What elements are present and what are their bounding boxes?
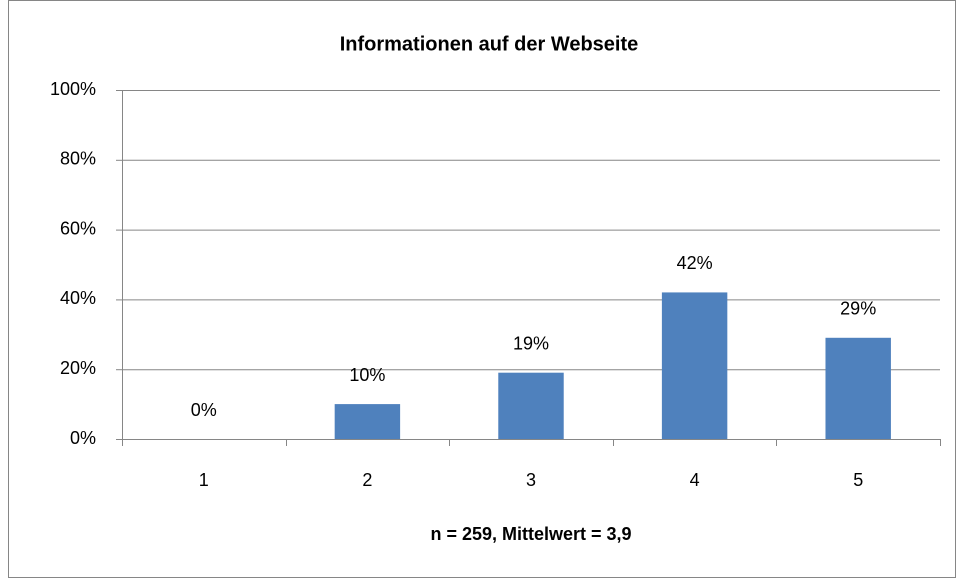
- y-tick-label: 100%: [50, 79, 96, 99]
- y-tick-label: 0%: [70, 428, 96, 448]
- bar: [334, 404, 401, 439]
- data-label: 0%: [191, 400, 217, 420]
- data-label: 10%: [349, 365, 385, 385]
- bar: [661, 292, 728, 439]
- y-tick-label: 80%: [60, 149, 96, 169]
- bar: [498, 372, 564, 439]
- y-tick-label: 20%: [60, 358, 96, 378]
- chart-title: Informationen auf der Webseite: [340, 33, 639, 55]
- x-tick-label: 3: [526, 470, 536, 490]
- y-tick-label: 60%: [60, 218, 96, 238]
- x-tick-label: 5: [853, 470, 863, 490]
- x-axis-label: n = 259, Mittelwert = 3,9: [430, 524, 631, 544]
- bar: [825, 337, 891, 439]
- y-tick-label: 40%: [60, 288, 96, 308]
- x-tick-label: 2: [362, 470, 372, 490]
- data-label: 19%: [513, 333, 549, 353]
- data-label: 29%: [840, 299, 876, 319]
- x-tick-label: 1: [199, 470, 209, 490]
- x-tick-label: 4: [690, 470, 700, 490]
- data-label: 42%: [677, 253, 713, 273]
- chart-frame: [8, 0, 956, 578]
